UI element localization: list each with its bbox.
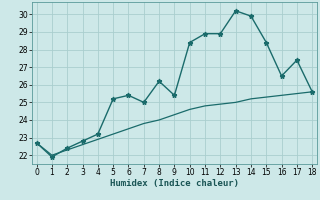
X-axis label: Humidex (Indice chaleur): Humidex (Indice chaleur) (110, 179, 239, 188)
